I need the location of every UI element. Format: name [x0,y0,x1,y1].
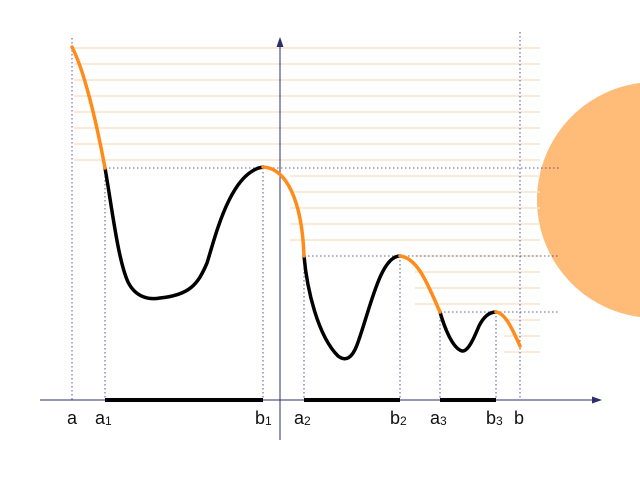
vertical-guides [71,32,521,400]
curve-segment-a1-b1 [103,165,265,301]
label-a1: a1 [95,408,112,428]
curve-segment-b2-a3 [398,254,442,314]
curve-segment-a3-b3 [438,310,498,353]
sun-disc-icon [537,82,640,318]
sunlight-hatching [74,47,540,353]
tick-labels: a a1 b1 a2 b2 a3 b3 b [67,408,524,428]
label-b3: b3 [486,408,503,428]
label-b: b [514,408,524,428]
curve-sunlit-parts [70,45,522,348]
curve-shadowed-parts [103,165,498,361]
label-b1: b1 [255,408,272,428]
curve-segment-a-a1 [70,45,107,170]
curve-segment-b3-b [494,310,522,348]
axes [40,37,602,440]
label-b2: b2 [390,408,407,428]
x-axis-arrow [592,396,602,404]
label-a: a [67,408,78,428]
y-axis-arrow [276,37,284,47]
label-a2: a2 [294,408,311,428]
curve-segment-b1-a2 [261,165,306,258]
curve-segment-a2-b2 [302,254,402,361]
label-a3: a3 [430,408,447,428]
